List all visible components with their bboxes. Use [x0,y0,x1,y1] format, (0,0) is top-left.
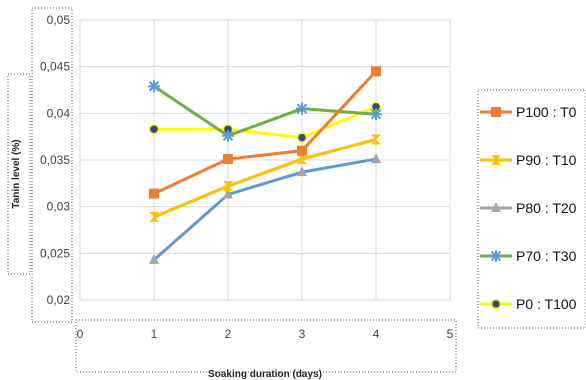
data-point [296,132,308,143]
series-line [154,105,377,140]
series-line [153,157,377,261]
x-tick-box [75,319,457,373]
data-point [297,166,307,177]
x-axis-title: Soaking duration (days) [208,369,322,380]
y-tick-label: 0,025 [40,246,70,260]
data-point [148,123,160,135]
legend-item: P80 : T20 [480,200,577,216]
data-point [223,188,233,199]
series-line [153,138,377,219]
star-stroke [148,81,160,92]
y-tick-label: 0,03 [47,200,71,214]
x-tick-label: 5 [447,327,454,341]
data-point [371,153,381,164]
star-stroke [222,130,234,141]
data-point [297,145,307,156]
series-p0-t100 [148,101,382,143]
data-point [149,188,159,199]
y-tick-label: 0,02 [47,293,71,307]
data-point [223,181,233,192]
y-tick-label: 0,035 [40,153,70,167]
series-p80-t20-blue [149,153,381,264]
y-tick-label: 0,04 [47,106,71,120]
x-tick-label: 0 [77,327,84,341]
legend-box [477,89,586,329]
data-point [149,211,159,222]
legend-label: P100 : T0 [516,104,577,120]
legend-label: P0 : T100 [516,296,577,312]
plot-area [79,19,451,301]
x-tick-label: 4 [373,327,380,341]
legend-item: P90 : T10 [480,152,577,168]
legend-item: P70 : T30 [480,248,577,264]
legend: P100 : T0 P90 : T10 P80 : T20 P70 : T30 P0 :… [480,104,577,312]
plot-border [79,19,451,301]
data-point [371,66,381,77]
data-point [148,80,160,93]
data-point [297,154,307,165]
data-point [296,102,308,115]
star-stroke [296,103,308,114]
series-line [153,70,378,195]
series-p100-t0 [149,66,381,199]
data-point [222,129,234,142]
y-axis-title: Tanin level (%) [11,139,22,208]
legend-label: P90 : T10 [516,152,577,168]
legend-item: P0 : T100 [480,296,577,312]
series-p90-t10 [149,134,381,222]
legend-marker [490,250,502,262]
star-stroke [490,250,502,262]
star-stroke [370,109,382,120]
y-tick-label: 0,05 [47,13,71,27]
legend-marker [491,155,501,165]
data-point [149,253,159,264]
x-tick-label: 1 [151,327,158,341]
y-tick-labels: 0,02 0,025 0,03 0,035 0,04 0,045 0,05 [40,13,70,307]
data-point [370,108,382,121]
y-tick-label: 0,045 [40,60,70,74]
x-tick-label: 2 [225,327,232,341]
legend-label: P70 : T30 [516,248,577,264]
legend-label: P80 : T20 [516,200,577,216]
legend-item: P100 : T0 [480,104,577,120]
y-gridlines [80,19,450,301]
legend-marker [490,298,502,310]
legend-marker [491,202,501,212]
series-layer [148,66,382,264]
x-tick-labels: 0 1 2 3 4 5 [77,327,454,341]
legend-marker [491,107,501,117]
x-tick-label: 3 [299,327,306,341]
data-point [371,134,381,145]
data-point [223,154,233,165]
